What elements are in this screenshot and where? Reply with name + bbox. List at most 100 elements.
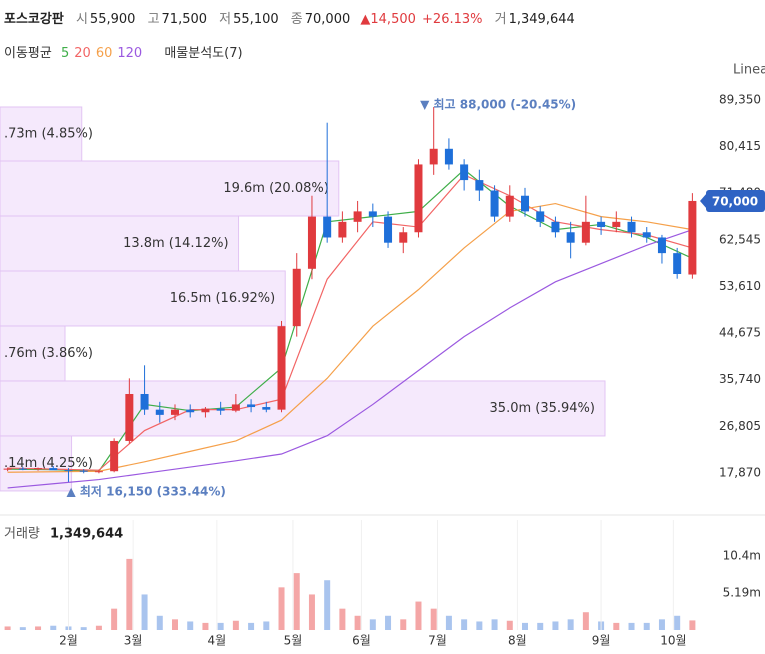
volume-bar	[522, 622, 528, 630]
candle-body	[292, 268, 301, 327]
volume-title: 거래량	[4, 527, 40, 542]
candle-body	[64, 470, 73, 472]
candle-body	[262, 407, 271, 410]
candle-body	[521, 195, 529, 212]
volume-bar	[369, 619, 376, 630]
x-tick-label: 2월	[59, 634, 78, 648]
x-tick-label: 9월	[592, 634, 611, 648]
ma-name: 20	[74, 46, 91, 61]
volume-label: 거	[494, 12, 507, 27]
profile-label: .73m (4.85%)	[4, 126, 93, 141]
candle-body	[429, 148, 438, 165]
x-tick-label: 6월	[352, 634, 371, 648]
volume-bar	[141, 594, 148, 630]
candle-body	[94, 471, 103, 473]
change: ▲14,500	[360, 12, 416, 27]
candle-body	[673, 253, 682, 274]
candle-body	[231, 404, 240, 411]
ma-line	[7, 168, 693, 472]
profile-label: 13.8m (14.12%)	[123, 236, 228, 251]
profile-bar	[0, 160, 340, 217]
y-tick-label: 35,740	[719, 372, 761, 386]
volume-bar	[385, 615, 392, 630]
volume-bar	[156, 615, 163, 630]
profile-label: 19.6m (20.08%)	[223, 181, 328, 196]
volume-bar	[35, 626, 42, 630]
change-pct: +26.13%	[422, 12, 483, 27]
profile-bar	[0, 380, 606, 437]
volume-bar	[628, 622, 635, 630]
candle-body	[49, 468, 58, 471]
header: 포스코강판 시 55,900 고 71,500 저 55,100 종 70,000 ▲1…	[4, 8, 575, 27]
candle-body	[171, 409, 179, 415]
volume-bar	[278, 587, 285, 630]
profile-label: .14m (4.25%)	[4, 456, 93, 471]
volume-bar	[50, 625, 57, 630]
volume-bar	[430, 608, 437, 630]
candle-body	[368, 211, 377, 217]
candle-body	[627, 221, 636, 233]
volume-bar	[415, 601, 422, 630]
candle-body	[475, 180, 484, 191]
stock-name: 포스코강판	[4, 12, 64, 27]
price-tag-arrow	[700, 192, 707, 209]
volume-bar	[19, 627, 26, 630]
volume-bar	[506, 620, 513, 630]
candle-body	[581, 221, 590, 243]
quote-label: 종	[290, 12, 303, 27]
profile-label: 35.0m (35.94%)	[490, 401, 595, 416]
volume-bar	[80, 627, 87, 630]
ma-line	[7, 229, 693, 489]
quote-label: 저	[219, 12, 232, 27]
candle-body	[688, 200, 697, 275]
y-tick-label: 89,350	[719, 93, 761, 107]
moving-averages	[7, 168, 693, 489]
candle-body	[460, 164, 469, 181]
volume-bar	[400, 619, 407, 630]
volume-bar	[582, 612, 589, 630]
x-tick-label: 8월	[508, 634, 527, 648]
volume-bar	[217, 622, 224, 630]
ma-names: 5 20 60 120	[61, 46, 147, 61]
candle-body	[307, 216, 316, 269]
volume-value: 1,349,644	[508, 12, 575, 27]
x-tick-label: 4월	[208, 634, 227, 648]
candle-body	[79, 470, 88, 472]
candle-body	[444, 148, 453, 165]
profile-title[interactable]: 매물분석도(7)	[164, 46, 243, 61]
x-tick-label: 5월	[284, 634, 303, 648]
volume-bar	[461, 619, 468, 630]
volume-bars	[4, 558, 696, 630]
y-tick-label: 26,805	[719, 419, 761, 433]
candle-body	[384, 216, 393, 243]
annotation: ▼ 최고 88,000 (-20.45%)	[420, 97, 576, 112]
volume-bar	[552, 621, 559, 630]
profile-bar	[0, 215, 240, 272]
volume-bar	[476, 621, 483, 630]
candle-body	[186, 409, 195, 413]
quote-value: 55,100	[233, 12, 279, 27]
volume-profile: .14m (4.25%) 35.0m (35.94%) .76m (3.86%) 16…	[0, 106, 606, 492]
ma-name: 120	[117, 46, 143, 61]
volume-bar	[354, 615, 361, 630]
x-tick-label: 7월	[428, 634, 447, 648]
candle-body	[353, 211, 362, 222]
volume-bar	[4, 626, 11, 630]
y-tick-label: 44,675	[719, 326, 761, 340]
volume-bar	[111, 608, 118, 630]
quote-label: 시	[75, 12, 88, 27]
profile-bar	[0, 106, 83, 162]
candle-body	[3, 468, 12, 470]
volume-bar	[95, 625, 102, 630]
volume-total: 1,349,644	[50, 527, 123, 542]
candle-body	[140, 394, 149, 410]
y-tick-label: 62,545	[719, 232, 761, 246]
candle-body	[642, 232, 651, 238]
x-tick-label: 10월	[660, 634, 686, 648]
volume-bar	[324, 580, 331, 630]
candles	[3, 107, 697, 482]
volume-bar	[491, 619, 498, 630]
candle-body	[216, 408, 225, 411]
price-tag	[706, 189, 765, 212]
